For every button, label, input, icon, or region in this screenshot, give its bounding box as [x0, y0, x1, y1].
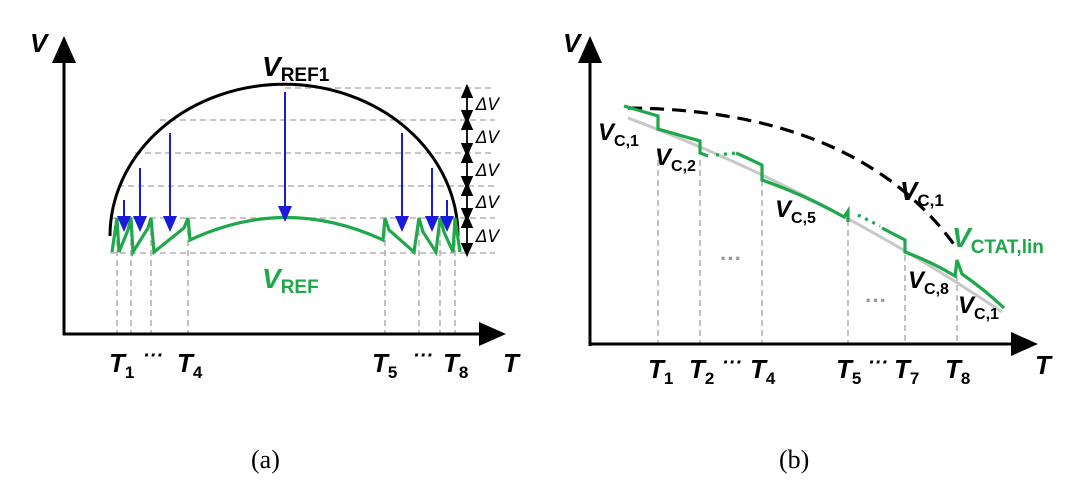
delta-v-label: ΔV [474, 193, 501, 213]
panel-b-x-label: T [1035, 350, 1053, 380]
label-vc2: VC,2 [655, 144, 696, 175]
tick-ellipsis: ··· [868, 352, 888, 374]
vctat-stepped-curve [735, 151, 850, 222]
caption-b: (b) [779, 445, 809, 474]
label-vc1: VC,1 [598, 119, 639, 150]
tick-t5: T5 [372, 348, 397, 382]
delta-v-label: ΔV [474, 95, 501, 115]
vref1-curve [108, 82, 460, 237]
tick-t7: T7 [894, 354, 919, 388]
vctat-stepped-curve [881, 226, 1006, 310]
panel-a: V T ΔV ΔV ΔV ΔV ΔV VREF1 [30, 28, 521, 474]
label-vc1-dashed: VC,1 [900, 176, 944, 210]
label-vc1-end: VC,1 [958, 292, 999, 323]
vctat-stepped-curve [623, 104, 709, 158]
tick-t4: T4 [177, 348, 203, 382]
caption-a: (a) [251, 445, 280, 474]
delta-v-label: ΔV [474, 128, 501, 148]
vref-label: VREF [262, 263, 319, 298]
tick-t8: T8 [443, 348, 468, 382]
tick-t1: T1 [109, 348, 134, 382]
tick-ellipsis: ··· [722, 352, 742, 374]
panel-b-guides [657, 150, 958, 344]
label-vctat-lin: VCTAT,lin [952, 222, 1044, 258]
panel-a-arrows [117, 92, 454, 232]
delta-v-label: ΔV [474, 227, 501, 247]
tick-t1: T1 [648, 354, 673, 388]
tick-ellipsis: ··· [143, 345, 163, 367]
vctat-stepped-curve [715, 151, 737, 157]
delta-v-label: ΔV [474, 161, 501, 181]
tick-t4: T4 [750, 354, 776, 388]
label-vc5: VC,5 [775, 196, 816, 227]
panel-a-y-label: V [30, 28, 50, 58]
ellipsis-mark: ··· [865, 288, 887, 313]
vc1-dashed-curve [627, 106, 960, 251]
tick-ellipsis: ··· [413, 345, 433, 367]
panel-b: V T VC,1 VC,2 VC,5 VC,1 VCTAT,lin VC,8 V… [563, 28, 1053, 474]
vref-curve [110, 216, 462, 258]
panel-a-x-label: T [503, 348, 521, 378]
label-vc8: VC,8 [908, 267, 949, 298]
tick-t2: T2 [689, 354, 714, 388]
tick-t5: T5 [836, 354, 861, 388]
tick-t8: T8 [945, 354, 970, 388]
vref1-label: VREF1 [262, 51, 330, 86]
panel-b-y-label: V [563, 28, 583, 58]
ellipsis-mark: ··· [720, 246, 742, 271]
